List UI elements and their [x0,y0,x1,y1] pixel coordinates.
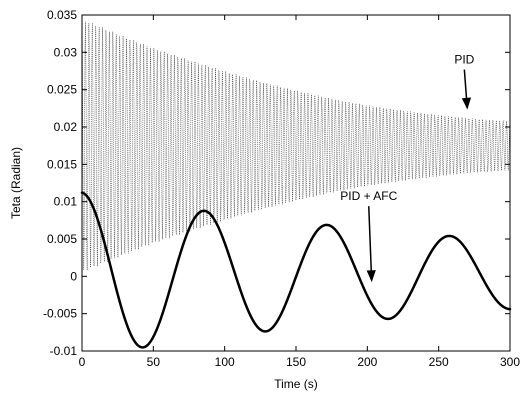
x-tick-label: 200 [357,355,377,369]
pid-response-line [81,18,511,271]
y-tick-label: 0.025 [47,83,77,97]
pid-afc-response-line [80,191,512,349]
x-tick-label: 150 [286,355,306,369]
annotation-pid-arrow [461,69,472,110]
annotation-pid-afc: PID + AFC [340,189,398,283]
annotation-pid-label: PID [454,53,474,67]
x-tick-label: 250 [429,355,449,369]
x-tick-label: 0 [79,355,86,369]
annotation-pid-afc-label: PID + AFC [340,189,397,203]
x-axis-label: Time (s) [274,377,318,391]
y-tick-label: 0.005 [47,232,77,246]
y-tick-label: 0.02 [54,120,78,134]
y-tick-label: 0.01 [54,195,78,209]
pid-response-dense-oscillation [81,18,511,271]
y-axis-ticks: -0.01 -0.005 0 0.005 0.01 0.015 0.02 0.025 0.03 0… [43,8,510,358]
annotation-pid: PID [454,53,475,110]
y-tick-label: 0.03 [54,45,78,59]
x-tick-label: 300 [500,355,520,369]
annotation-pid-afc-arrow [366,206,376,283]
y-axis-label: Teta (Radian) [9,147,23,219]
y-tick-label: -0.005 [43,307,77,321]
y-tick-label: 0.035 [47,8,77,22]
y-tick-label: 0.015 [47,157,77,171]
x-axis-ticks: 0 50 100 150 200 250 300 [79,15,520,369]
x-tick-label: 100 [215,355,235,369]
x-tick-label: 50 [147,355,161,369]
y-tick-label: -0.01 [50,344,78,358]
y-tick-label: 0 [70,269,77,283]
